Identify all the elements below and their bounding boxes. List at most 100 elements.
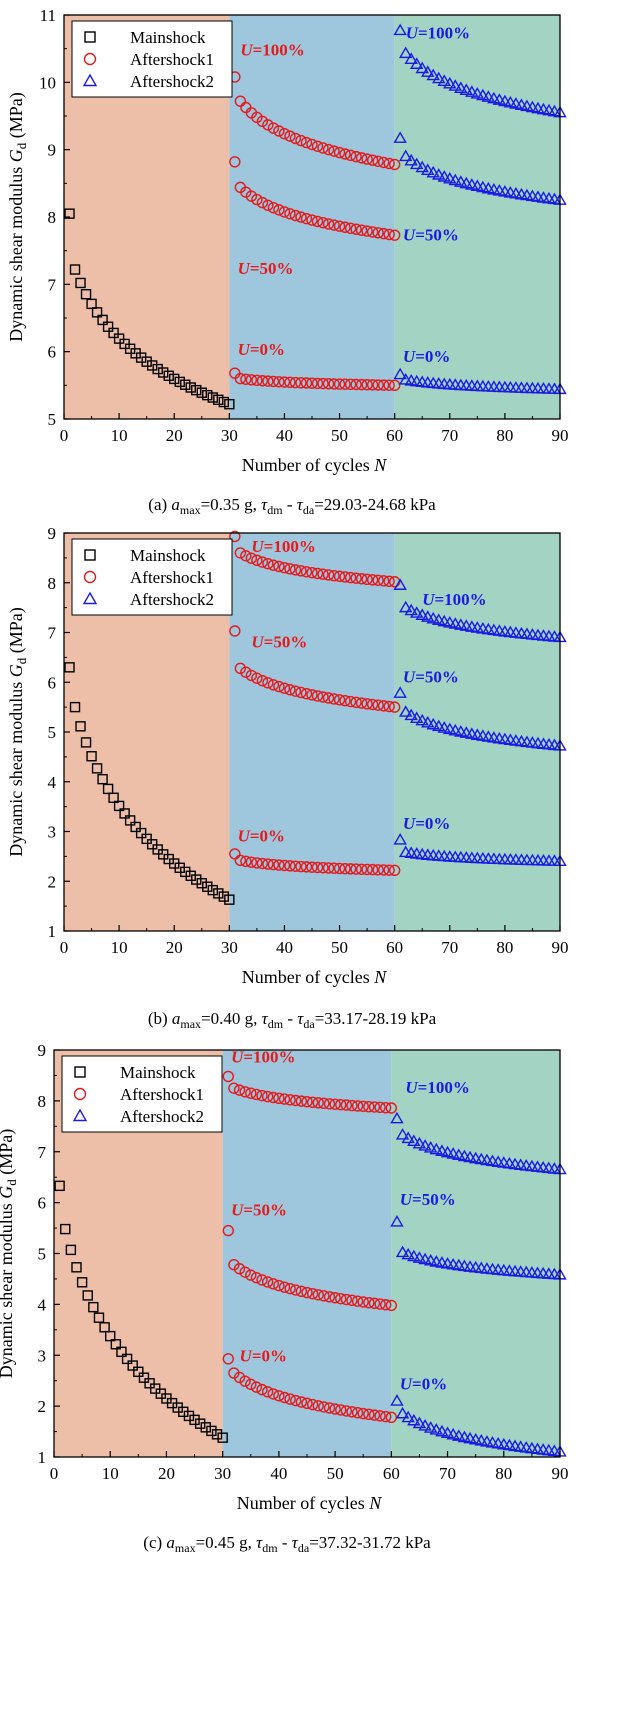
- data-point: [454, 81, 468, 93]
- data-point: [239, 1375, 251, 1387]
- data-point: [322, 218, 335, 230]
- data-point: [407, 1249, 421, 1262]
- data-point: [377, 156, 390, 169]
- data-point: [278, 859, 291, 872]
- series-aftershock1-u-50-: [229, 156, 401, 241]
- data-point: [344, 863, 357, 875]
- x-tick-label: 90: [552, 426, 569, 445]
- data-point: [435, 1144, 449, 1156]
- u-percent: =100%: [435, 590, 487, 609]
- data-point: [344, 378, 357, 391]
- data-point: [372, 379, 384, 391]
- u-percent: =0%: [415, 347, 450, 366]
- data-point: [443, 171, 457, 184]
- data-point: [80, 737, 92, 748]
- data-point: [311, 861, 324, 874]
- x-tick-label: 20: [158, 1464, 175, 1483]
- x-tick-label: 80: [496, 426, 513, 445]
- y-axis-label-unit: (MPa): [0, 1129, 17, 1180]
- caption-amax-value: =0.40 g,: [201, 1009, 262, 1028]
- data-point: [141, 833, 152, 845]
- data-point: [273, 859, 285, 871]
- y-tick-label: 5: [48, 723, 57, 742]
- data-point: [245, 856, 258, 868]
- data-point: [86, 751, 97, 762]
- x-tick-label: 70: [441, 426, 458, 445]
- data-point: [306, 861, 318, 873]
- data-point: [329, 1292, 341, 1304]
- data-point: [311, 377, 324, 390]
- legend: Mainshock Aftershock1 Aftershock2: [61, 1055, 223, 1133]
- u-percent: =100%: [418, 1078, 470, 1097]
- caption-rest: =29.03-24.68 kPa: [314, 495, 436, 514]
- data-point: [437, 721, 451, 733]
- data-point: [322, 143, 335, 156]
- data-point: [333, 378, 346, 390]
- u-symbol: U: [403, 347, 416, 366]
- legend-box: [71, 538, 233, 616]
- data-point: [185, 382, 196, 393]
- data-point: [421, 610, 435, 622]
- data-point: [224, 894, 235, 905]
- u-annotation: U=50%: [403, 226, 459, 245]
- data-point: [318, 1290, 330, 1302]
- data-point: [446, 1427, 460, 1440]
- data-point: [418, 1139, 432, 1151]
- legend-label-aftershock2: Aftershock2: [120, 1107, 204, 1126]
- data-point: [350, 696, 362, 709]
- data-point: [245, 190, 258, 202]
- data-point: [329, 1098, 341, 1110]
- data-point: [383, 864, 395, 876]
- data-point: [267, 559, 280, 571]
- caption-rest: =37.32-31.72 kPa: [309, 1533, 431, 1552]
- u-annotation: U=100%: [251, 537, 315, 556]
- data-point: [429, 1142, 444, 1155]
- data-point: [300, 688, 313, 700]
- data-point: [361, 573, 373, 585]
- caption-amax-sub: max: [180, 503, 201, 517]
- data-point: [245, 1269, 257, 1281]
- data-point: [217, 1432, 228, 1443]
- x-tick-label: 60: [386, 938, 403, 957]
- data-point: [426, 717, 440, 730]
- data-point: [339, 378, 351, 390]
- chart-panel-a: U=100%U=50%U=0%U=100%U=50%U=0%0 10 20 30 40 5…: [6, 6, 569, 517]
- x-tick-label: 60: [383, 1464, 400, 1483]
- data-point: [234, 854, 247, 867]
- data-point: [448, 173, 463, 186]
- series-aftershock2-u-100-: [393, 578, 567, 643]
- data-point: [401, 1410, 415, 1423]
- data-point: [395, 1245, 410, 1258]
- aftershock2-region: [394, 15, 560, 419]
- data-point: [421, 163, 435, 176]
- data-point: [207, 884, 219, 896]
- data-point: [339, 862, 351, 875]
- x-tick-label: 80: [495, 1464, 512, 1483]
- y-axis-label-unit: (MPa): [6, 92, 27, 143]
- data-point: [113, 800, 125, 812]
- panel-caption: (a) amax=0.35 g, τdm - τda=29.03-24.68 k…: [148, 495, 436, 517]
- data-point: [415, 61, 429, 74]
- y-tick-label: 9: [48, 524, 57, 543]
- data-point: [256, 556, 269, 568]
- legend-triangle-marker: [82, 73, 98, 87]
- legend-label-aftershock2: Aftershock2: [130, 72, 214, 91]
- data-point: [267, 122, 280, 134]
- data-point: [344, 149, 357, 162]
- data-point: [262, 199, 274, 211]
- y-tick-label: 1: [38, 1448, 47, 1467]
- data-point: [407, 1413, 421, 1426]
- data-point: [333, 146, 346, 159]
- x-tick-label: 50: [331, 426, 348, 445]
- data-point: [116, 1346, 127, 1358]
- u-symbol: U: [406, 24, 419, 43]
- caption-rest: =33.17-28.19 kPa: [315, 1009, 437, 1028]
- u-annotation: U=100%: [422, 590, 486, 609]
- data-point: [229, 848, 241, 860]
- caption-tau-dm: dm: [267, 503, 283, 517]
- data-point: [323, 1402, 336, 1414]
- data-point: [284, 563, 296, 575]
- data-point: [454, 175, 468, 187]
- data-point: [398, 600, 413, 613]
- u-symbol: U: [403, 667, 416, 686]
